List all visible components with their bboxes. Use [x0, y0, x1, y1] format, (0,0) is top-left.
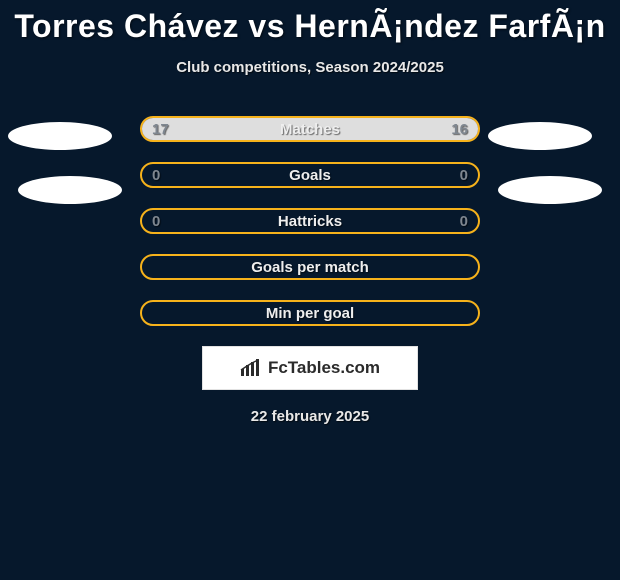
player-photo-right [488, 122, 592, 150]
brand-text: FcTables.com [268, 358, 380, 378]
generated-date: 22 february 2025 [0, 408, 620, 425]
stat-row: Goals per match [140, 254, 480, 280]
brand-plate[interactable]: FcTables.com [202, 346, 418, 390]
stat-bar [140, 116, 480, 142]
player-photo-left [18, 176, 122, 204]
stat-fill-left [142, 118, 315, 140]
bars-chart-icon [240, 359, 262, 377]
player-photo-left [8, 122, 112, 150]
stat-row: Matches1716 [140, 116, 480, 142]
stat-bar [140, 300, 480, 326]
stat-row: Min per goal [140, 300, 480, 326]
stat-fill-right [315, 118, 478, 140]
stat-bar [140, 162, 480, 188]
stat-row: Hattricks00 [140, 208, 480, 234]
stat-bar [140, 254, 480, 280]
stat-row: Goals00 [140, 162, 480, 188]
stat-bar [140, 208, 480, 234]
player-photo-right [498, 176, 602, 204]
page-title: Torres Chávez vs HernÃ¡ndez FarfÃ¡n [0, 0, 620, 45]
subtitle: Club competitions, Season 2024/2025 [0, 59, 620, 76]
